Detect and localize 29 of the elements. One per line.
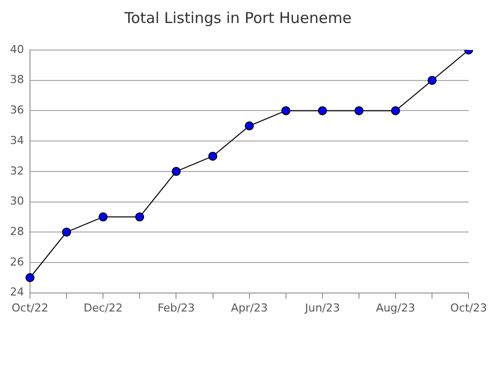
point [244, 121, 254, 130]
y-tick-label: 30 [10, 194, 24, 208]
x-tick-label: Aug/23 [376, 301, 416, 314]
y-tick-label: 36 [10, 104, 24, 117]
point [354, 106, 364, 116]
y-tick-label: 34 [10, 134, 24, 147]
y-tick-label: 32 [10, 164, 24, 178]
chart-title: Total Listings in Port Hueneme [123, 8, 352, 27]
point [208, 152, 218, 161]
point [318, 106, 327, 116]
point [428, 76, 437, 85]
x-tick-label: Apr/23 [230, 301, 268, 314]
y-tick-label: 28 [10, 224, 24, 238]
x-tick-label: Dec/22 [84, 301, 123, 314]
y-tick-label: 24 [10, 286, 24, 299]
x-tick-label: Oct/23 [450, 301, 488, 314]
point [62, 228, 72, 237]
point [281, 106, 290, 116]
x-tick-label: Feb/23 [158, 301, 195, 314]
point [135, 212, 144, 222]
point [25, 273, 34, 282]
y-tick-label: 40 [10, 42, 24, 56]
point [98, 212, 108, 222]
x-tick-label: Jun/23 [304, 301, 340, 314]
y-tick-label: 38 [10, 73, 24, 86]
point [172, 166, 181, 176]
y-tick-label: 26 [10, 255, 24, 268]
x-tick-label: Oct/22 [12, 301, 48, 314]
point [391, 106, 400, 116]
